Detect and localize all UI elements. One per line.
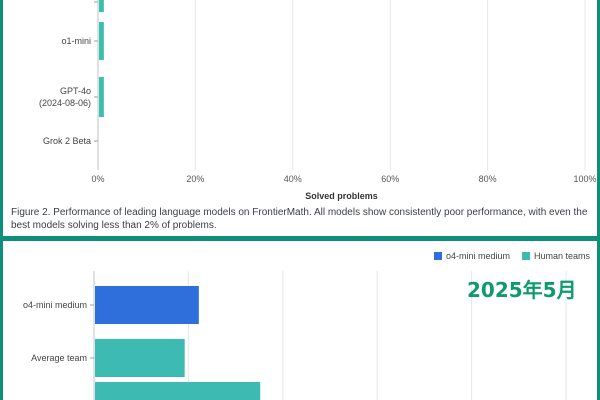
x-tick-label: 100%	[573, 174, 596, 184]
bar	[99, 0, 104, 12]
y-tick-label: o4-mini medium	[23, 300, 87, 310]
bar	[99, 77, 104, 117]
legend-label-o4-mini: o4-mini medium	[445, 251, 510, 261]
figure-caption: Figure 2. Performance of leading languag…	[11, 207, 588, 231]
frontiermath-chart: 0% 20% 40% 60% 80% 100% Solved problems o1-mini…	[39, 0, 597, 201]
bar	[99, 22, 104, 60]
legend-label-human-teams: Human teams	[533, 251, 590, 261]
chart-legend: o4-mini medium Human teams	[428, 251, 590, 261]
bar	[95, 339, 185, 377]
x-tick-label: 80%	[479, 174, 497, 184]
x-tick-label: 60%	[381, 174, 399, 184]
x-tick-label: 20%	[186, 174, 204, 184]
legend-item-o4-mini: o4-mini medium	[433, 251, 510, 261]
frontiermath-chart-panel: 0% 20% 40% 60% 80% 100% Solved problems o1-mini…	[3, 0, 597, 236]
y-tick-label: Average team	[31, 353, 87, 363]
x-axis-label: Solved problems	[305, 191, 378, 201]
team-comparison-chart-panel: o4-mini medium Average team	[3, 241, 597, 400]
team-comparison-chart: o4-mini medium Average team	[23, 271, 567, 400]
x-tick-label: 40%	[284, 174, 302, 184]
legend-swatch-o4-mini	[433, 252, 442, 260]
bar	[95, 286, 199, 324]
y-tick-label: (2024-08-06)	[39, 98, 91, 108]
y-tick-label: Grok 2 Beta	[43, 136, 91, 146]
legend-item-human-teams: Human teams	[521, 251, 590, 261]
bar	[95, 382, 261, 400]
y-tick-label: o1-mini	[61, 36, 91, 46]
date-annotation: 2025年5月	[467, 278, 577, 302]
x-tick-label: 0%	[91, 174, 104, 184]
y-tick-label: GPT-4o	[60, 86, 91, 96]
legend-swatch-human-teams	[521, 252, 530, 260]
